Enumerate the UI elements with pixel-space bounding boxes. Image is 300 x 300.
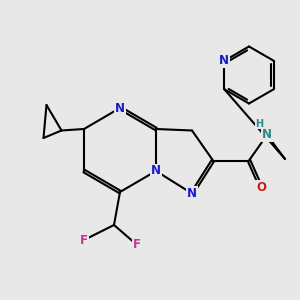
Text: N: N [187, 187, 197, 200]
Text: H: H [255, 118, 264, 129]
Text: N: N [115, 101, 125, 115]
Text: F: F [80, 233, 88, 247]
Text: N: N [151, 164, 161, 178]
Text: N: N [262, 128, 272, 142]
Text: N: N [219, 54, 229, 67]
Text: O: O [256, 181, 266, 194]
Text: F: F [133, 238, 140, 251]
